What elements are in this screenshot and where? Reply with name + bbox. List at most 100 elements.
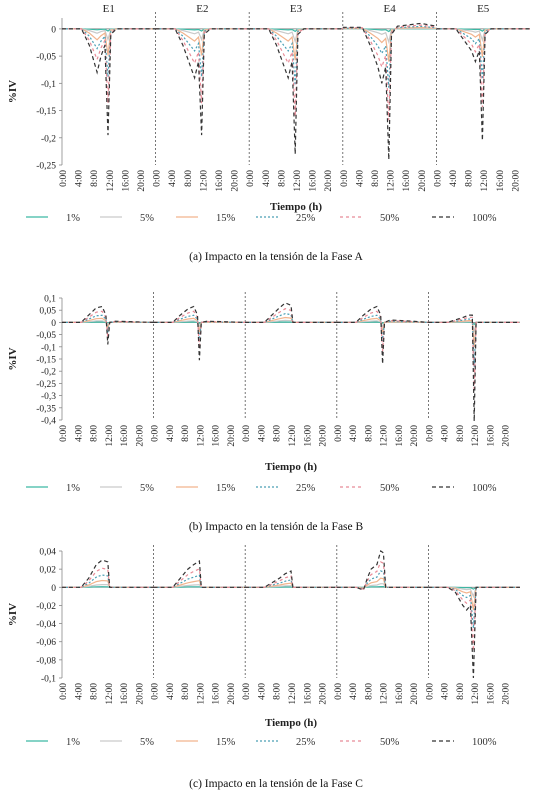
series-line-25pct-segment-4 — [336, 314, 429, 342]
x-tick-label: 0:00 — [433, 170, 443, 187]
legend-label: 15% — [216, 737, 236, 748]
series-line-100pct-segment-5 — [428, 586, 520, 679]
legend-label: 15% — [216, 483, 236, 494]
x-tick-label: 8:00 — [90, 683, 100, 700]
series-line-25pct-segment-2 — [153, 314, 246, 340]
y-tick-label: -0,05 — [36, 331, 56, 341]
x-tick-label: 4:00 — [166, 683, 176, 700]
x-tick-label: 12:00 — [471, 425, 481, 447]
series-line-100pct-segment-1 — [62, 305, 154, 345]
x-tick-label: 12:00 — [288, 425, 298, 447]
figure-caption: (a) Impacto en la tensión de la Fase A — [189, 251, 363, 263]
y-tick-label: 0 — [51, 319, 56, 329]
legend-label: 1% — [66, 213, 80, 224]
x-tick-label: 20:00 — [319, 425, 329, 447]
x-tick-label: 8:00 — [184, 170, 194, 187]
x-tick-label: 8:00 — [364, 683, 374, 700]
y-tick-label: 0,04 — [39, 548, 56, 558]
x-tick-label: 16:00 — [395, 425, 405, 447]
x-tick-label: 16:00 — [496, 170, 506, 192]
series-line-100pct-segment-2 — [153, 305, 246, 361]
x-axis-label: Tiempo (h) — [265, 717, 317, 729]
legend-label: 1% — [66, 483, 80, 494]
x-tick-label: 8:00 — [277, 170, 287, 187]
x-tick-label: 4:00 — [74, 425, 84, 442]
legend-label: 25% — [296, 737, 316, 748]
series-line-100pct-segment-2 — [155, 28, 250, 136]
x-tick-label: 16:00 — [121, 170, 131, 192]
legend: 1% 5% 15% 25% 50% 100% — [26, 737, 497, 748]
x-tick-label: 4:00 — [262, 170, 272, 187]
x-tick-label: 0:00 — [59, 425, 69, 442]
y-tick-label: -0,15 — [36, 107, 56, 117]
x-tick-label: 16:00 — [120, 683, 130, 705]
y-tick-label: -0,1 — [41, 343, 56, 353]
x-tick-label: 0:00 — [425, 425, 435, 442]
legend-label: 50% — [380, 213, 400, 224]
x-tick-label: 8:00 — [273, 425, 283, 442]
x-tick-label: 20:00 — [135, 425, 145, 447]
series-line-5pct-segment-5 — [428, 321, 520, 333]
x-tick-label: 0:00 — [334, 683, 344, 700]
x-tick-label: 20:00 — [511, 170, 521, 192]
x-tick-label: 4:00 — [355, 170, 365, 187]
x-tick-label: 4:00 — [74, 683, 84, 700]
legend-label: 15% — [216, 213, 236, 224]
x-tick-label: 8:00 — [371, 170, 381, 187]
x-tick-label: 8:00 — [273, 683, 283, 700]
x-tick-label: 20:00 — [502, 683, 512, 705]
x-tick-label: 4:00 — [166, 425, 176, 442]
series-line-15pct-segment-1 — [62, 28, 156, 56]
x-axis-label: Tiempo (h) — [265, 461, 317, 473]
series-line-100pct-segment-4 — [336, 550, 429, 591]
series-line-100pct-segment-2 — [153, 559, 246, 588]
x-tick-label: 4:00 — [441, 425, 451, 442]
legend-label: 50% — [380, 483, 400, 494]
x-tick-label: 20:00 — [324, 170, 334, 192]
x-tick-label: 20:00 — [418, 170, 428, 192]
series-line-50pct-segment-5 — [428, 586, 520, 651]
series-line-15pct-segment-5 — [428, 586, 520, 611]
x-tick-label: 0:00 — [59, 683, 69, 700]
series-line-50pct-segment-5 — [436, 28, 530, 108]
x-tick-label: 12:00 — [196, 425, 206, 447]
x-tick-label: 0:00 — [153, 170, 163, 187]
y-tick-label: -0,1 — [41, 80, 56, 90]
series-line-50pct-segment-4 — [336, 561, 429, 590]
x-tick-label: 0:00 — [334, 425, 344, 442]
legend-label: 100% — [472, 213, 497, 224]
y-tick-label: -0,25 — [36, 162, 56, 172]
figure-caption: (b) Impacto en la tensión de la Fase B — [189, 521, 364, 533]
series-line-100pct-segment-4 — [342, 22, 437, 160]
series-line-100pct-segment-5 — [436, 28, 530, 141]
x-tick-label: 8:00 — [364, 425, 374, 442]
segment-label: E5 — [477, 3, 490, 15]
x-tick-label: 12:00 — [471, 683, 481, 705]
series-line-25pct-segment-5 — [436, 28, 530, 80]
y-tick-label: 0 — [51, 584, 56, 594]
x-tick-label: 4:00 — [349, 683, 359, 700]
x-tick-label: 16:00 — [215, 170, 225, 192]
figure-caption: (c) Impacto en la tensión de la Fase C — [189, 778, 363, 790]
legend-label: 100% — [472, 737, 497, 748]
x-axis-label: Tiempo (h) — [270, 201, 322, 213]
segment-label: E2 — [196, 3, 208, 15]
x-tick-label: 12:00 — [293, 170, 303, 192]
series-line-50pct-segment-3 — [245, 575, 337, 588]
x-tick-label: 16:00 — [303, 683, 313, 705]
series-line-15pct-segment-3 — [249, 28, 343, 61]
series-line-100pct-segment-3 — [245, 302, 337, 323]
x-tick-label: 16:00 — [309, 170, 319, 192]
x-tick-label: 12:00 — [105, 683, 115, 705]
y-tick-label: 0 — [51, 25, 56, 35]
x-tick-label: 16:00 — [212, 683, 222, 705]
x-tick-label: 16:00 — [486, 425, 496, 447]
chart-panel-2: 0,1 0,05 0 -0,05 -0,1 -0,15 -0,2 -0,25 -0,3 -0,35… — [7, 292, 520, 533]
x-tick-label: 0:00 — [151, 683, 161, 700]
x-tick-label: 16:00 — [402, 170, 412, 192]
x-tick-label: 8:00 — [181, 425, 191, 442]
x-tick-label: 20:00 — [410, 683, 420, 705]
y-axis-label: %IV — [7, 603, 19, 626]
y-tick-label: 0,1 — [44, 295, 56, 305]
